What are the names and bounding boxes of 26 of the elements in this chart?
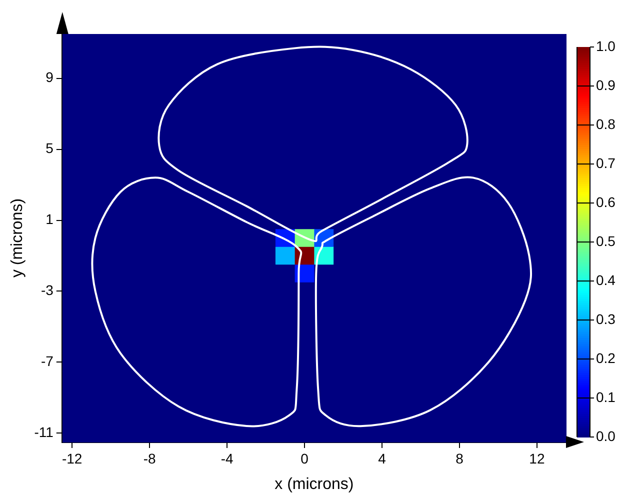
color-bar-label: 0.5 — [596, 232, 616, 249]
y-tick-label: -11 — [34, 424, 54, 440]
x-tick-label: -12 — [62, 450, 82, 466]
x-tick-label: 0 — [300, 450, 309, 466]
x-tick-label: 4 — [378, 450, 386, 466]
color-bar-label: 0.3 — [596, 310, 616, 327]
color-bar-label: 0.0 — [596, 428, 616, 444]
x-axis-title: x (microns) — [274, 476, 354, 493]
color-bar-label: 0.4 — [596, 272, 616, 288]
y-tick-label: 1 — [46, 211, 54, 228]
x-tick-label: -4 — [220, 450, 234, 466]
y-tick-label: 9 — [46, 69, 54, 86]
x-tick-label: 12 — [529, 450, 545, 466]
y-tick-label: 5 — [46, 140, 54, 156]
y-axis-title: y (microns) — [9, 198, 26, 278]
x-tick-label: 8 — [456, 450, 464, 466]
color-bar-label: 0.7 — [596, 154, 616, 171]
color-bar-label: 0.6 — [596, 194, 616, 210]
color-bar-label: 1.0 — [596, 38, 616, 54]
color-bar-label: 0.2 — [596, 350, 616, 366]
y-tick-label: -7 — [40, 353, 54, 370]
color-bar-label: 0.9 — [596, 76, 616, 93]
y-tick-label: -3 — [40, 282, 54, 298]
color-bar-label: 0.8 — [596, 116, 616, 132]
x-tick-label: -8 — [143, 450, 156, 466]
color-bar-label: 0.1 — [596, 388, 616, 405]
